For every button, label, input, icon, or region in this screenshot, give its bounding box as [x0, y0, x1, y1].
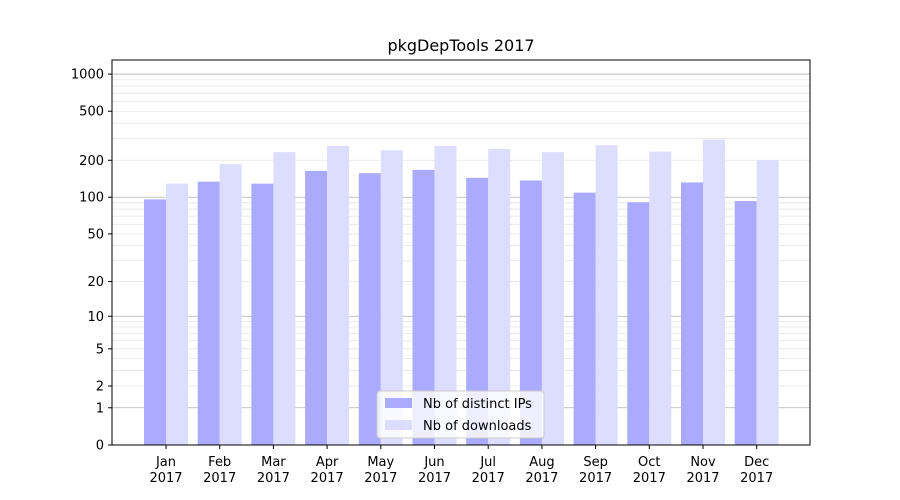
legend-swatch-downloads	[385, 420, 412, 430]
bar	[412, 169, 435, 445]
y-tick-label: 0	[96, 439, 104, 454]
plot-frame	[111, 59, 811, 446]
bar	[434, 145, 457, 445]
x-tick-label-year: 2017	[686, 471, 719, 486]
bar	[358, 173, 381, 445]
x-tick-label-year: 2017	[364, 471, 397, 486]
legend-label-distinct-ips: Nb of distinct IPs	[423, 397, 532, 412]
x-tick-label-year: 2017	[418, 471, 451, 486]
bar	[734, 201, 757, 445]
y-tick-label: 10	[87, 310, 104, 325]
bar	[144, 199, 166, 445]
bar	[519, 180, 542, 446]
x-tick-label-month: Oct	[638, 455, 660, 470]
y-tick-label: 50	[87, 227, 104, 242]
x-tick-label-month: Jan	[155, 455, 176, 470]
x-tick-label-month: Jun	[423, 455, 444, 470]
x-tick-label-year: 2017	[633, 471, 666, 486]
legend-label-downloads: Nb of downloads	[423, 419, 532, 434]
bar	[273, 152, 296, 446]
bar	[219, 164, 242, 445]
bar	[627, 202, 650, 445]
bars	[144, 139, 779, 446]
legend-swatch-distinct-ips	[385, 398, 412, 408]
y-tick-label: 200	[79, 154, 104, 169]
x-tick-label-year: 2017	[472, 471, 505, 486]
bar	[756, 160, 779, 445]
bar	[573, 192, 596, 445]
bar	[681, 182, 703, 446]
bar	[305, 170, 328, 445]
x-tick-label-month: Mar	[261, 455, 286, 470]
y-axis: 0 1 2 5 10 20 50 100 200 500 1000	[71, 68, 112, 454]
bar	[541, 152, 564, 446]
x-axis: Jan2017Feb2017Mar2017Apr2017May2017Jun20…	[149, 445, 773, 486]
x-tick-label-year: 2017	[311, 471, 344, 486]
bar	[595, 145, 618, 445]
x-tick-label-month: Aug	[529, 455, 554, 470]
bar	[197, 181, 220, 445]
bar	[251, 183, 274, 445]
y-tick-label: 5	[96, 342, 104, 357]
bar	[703, 139, 725, 445]
x-tick-label-month: May	[367, 455, 394, 470]
x-tick-label-month: Sep	[583, 455, 608, 470]
bar	[327, 145, 350, 445]
y-tick-label: 100	[79, 191, 104, 206]
x-tick-label-year: 2017	[525, 471, 558, 486]
x-tick-label-year: 2017	[257, 471, 290, 486]
x-tick-label-year: 2017	[149, 471, 182, 486]
bar	[649, 151, 672, 445]
x-tick-label-year: 2017	[203, 471, 236, 486]
x-tick-label-month: Jul	[479, 455, 496, 470]
y-tick-label: 1000	[71, 68, 104, 83]
bar	[166, 183, 188, 445]
x-tick-label-month: Feb	[208, 455, 231, 470]
y-tick-label: 500	[79, 105, 104, 120]
x-tick-label-month: Apr	[316, 455, 339, 470]
y-tick-label: 20	[87, 275, 104, 290]
bar	[380, 150, 403, 445]
legend-box	[376, 390, 545, 439]
x-tick-label-month: Nov	[690, 455, 716, 470]
y-tick-label: 1	[96, 401, 104, 416]
x-tick-label-year: 2017	[740, 471, 773, 486]
x-tick-label-year: 2017	[579, 471, 612, 486]
x-tick-label-month: Dec	[744, 455, 769, 470]
y-tick-label: 2	[96, 380, 104, 395]
legend: Nb of distinct IPs Nb of downloads	[376, 390, 545, 439]
bar	[488, 148, 511, 445]
chart-title: pkgDepTools 2017	[387, 36, 534, 55]
bar	[466, 177, 489, 445]
